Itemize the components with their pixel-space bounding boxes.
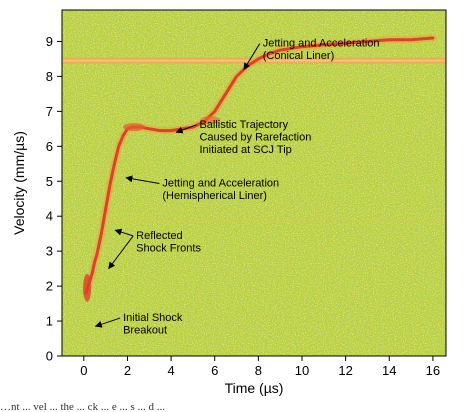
annotation-line: Initial Shock bbox=[123, 312, 183, 324]
plot-frame bbox=[61, 9, 447, 357]
annotation-line: (Hemispherical Liner) bbox=[162, 190, 267, 202]
y-tick-label: 6 bbox=[46, 139, 53, 154]
annotation-line: Shock Fronts bbox=[136, 242, 201, 254]
figure-caption-fragment: …nt ... vel ... the ... ck ... e ... s .… bbox=[0, 402, 165, 412]
annotation-text: Jetting and Acceleration (Conical Liner) bbox=[263, 38, 380, 63]
trace-line bbox=[84, 36, 435, 295]
y-tick-label: 9 bbox=[46, 34, 53, 49]
x-tick-label: 0 bbox=[80, 363, 87, 378]
annotations: Jetting and Acceleration (Conical Liner)B… bbox=[94, 38, 380, 337]
annotation-line: Reflected bbox=[136, 230, 182, 242]
y-tick-label: 3 bbox=[46, 244, 53, 259]
y-tick-label: 7 bbox=[46, 104, 53, 119]
annotation-text: Reflected Shock Fronts bbox=[136, 230, 201, 255]
annotation-arrow bbox=[175, 124, 197, 134]
annotation-line: Breakout bbox=[123, 325, 167, 337]
x-tick-label: 14 bbox=[382, 363, 396, 378]
x-tick-label: 16 bbox=[426, 363, 440, 378]
spectrogram-background bbox=[62, 10, 446, 356]
y-tick-label: 4 bbox=[46, 209, 53, 224]
annotation-line: Ballistic Trajectory bbox=[199, 119, 288, 131]
x-axis-ticks: 0 2 4 6 8 10 12 14 16 bbox=[80, 356, 440, 378]
x-tick-label: 2 bbox=[124, 363, 131, 378]
annotation-line: Caused by Rarefaction bbox=[199, 131, 311, 143]
annotation-text: Initial Shock Breakout bbox=[123, 312, 183, 337]
annotation-arrow bbox=[94, 317, 121, 328]
y-tick-label: 5 bbox=[46, 174, 53, 189]
y-tick-label: 2 bbox=[46, 279, 53, 294]
annotation-arrow bbox=[125, 175, 160, 184]
y-tick-label: 0 bbox=[46, 349, 53, 364]
y-tick-label: 8 bbox=[46, 69, 53, 84]
faint-band bbox=[62, 219, 446, 221]
x-tick-label: 4 bbox=[167, 363, 174, 378]
y-tick-label: 1 bbox=[46, 314, 53, 329]
x-tick-label: 12 bbox=[338, 363, 352, 378]
plateau-start-blob bbox=[123, 123, 145, 132]
annotation-text: Ballistic Trajectory Caused by Rarefactio… bbox=[199, 119, 311, 156]
x-axis-label: Time (µs) bbox=[225, 380, 284, 396]
y-axis-label: Velocity (mm/µs) bbox=[11, 131, 27, 235]
plateau-end-blob bbox=[200, 116, 221, 125]
x-tick-label: 10 bbox=[295, 363, 309, 378]
x-tick-label: 6 bbox=[211, 363, 218, 378]
velocity-trace bbox=[82, 34, 437, 302]
annotation-line: Jetting and Acceleration bbox=[263, 38, 380, 50]
initial-shock-blob bbox=[83, 273, 92, 302]
annotation-arrow bbox=[243, 43, 261, 71]
annotation-line: (Conical Liner) bbox=[263, 50, 335, 62]
x-tick-label: 8 bbox=[255, 363, 262, 378]
annotation-text: Jetting and Acceleration (Hemispherical L… bbox=[162, 177, 279, 202]
annotation-arrow bbox=[108, 235, 134, 270]
annotation-line: Jetting and Acceleration bbox=[162, 177, 279, 189]
y-axis-ticks: 0 1 2 3 4 5 6 7 8 9 bbox=[46, 34, 62, 364]
annotation-arrow bbox=[114, 228, 134, 237]
annotation-line: Initiated at SCJ Tip bbox=[199, 144, 291, 156]
